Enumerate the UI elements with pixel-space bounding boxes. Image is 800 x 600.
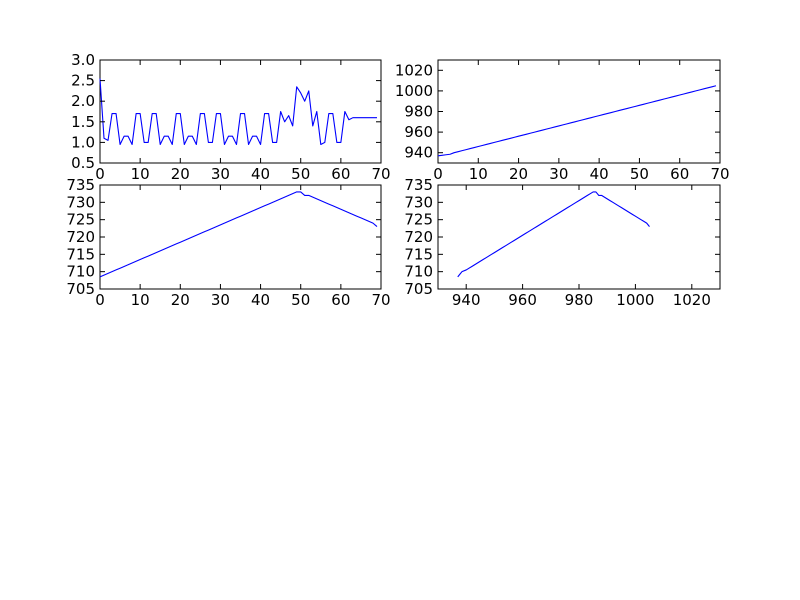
y-tick-label: 725	[66, 211, 95, 229]
y-tick-label: 710	[404, 263, 433, 281]
x-tick-label: 940	[452, 291, 481, 309]
x-tick-label: 70	[371, 291, 390, 309]
x-tick-label: 20	[509, 165, 528, 183]
y-tick-label: 715	[404, 245, 433, 263]
y-tick-label: 3.0	[71, 51, 95, 69]
x-tick-label: 50	[630, 165, 649, 183]
subplot-1: 0 10 20 30 40 50 60 70 0.5 1.0 1.5 2.0 2.5 3.0	[71, 51, 390, 183]
x-tick-label: 70	[371, 165, 390, 183]
series-line-1	[457, 191, 650, 278]
y-tick-label: 720	[66, 228, 95, 246]
x-tick-label: 20	[171, 165, 190, 183]
x-tick-label: 60	[670, 165, 689, 183]
y-tick-label: 720	[404, 228, 433, 246]
axes-frame	[99, 59, 382, 164]
y-tick-label: 0.5	[71, 154, 95, 172]
x-tick-label: 0	[95, 165, 105, 183]
x-tick-label: 40	[590, 165, 609, 183]
y-tick-label: 715	[66, 245, 95, 263]
x-tick-label: 40	[251, 165, 270, 183]
x-tick-label: 40	[251, 291, 270, 309]
y-tick-label: 2.5	[71, 72, 95, 90]
y-tick-label: 725	[404, 211, 433, 229]
y-tick-label: 2.0	[71, 92, 95, 110]
x-tick-label: 30	[549, 165, 568, 183]
y-tick-label: 730	[404, 193, 433, 211]
y-tick-label: 705	[404, 280, 433, 298]
x-tick-label: 0	[433, 165, 443, 183]
y-tick-label: 960	[404, 123, 433, 141]
x-tick-label: 50	[291, 291, 310, 309]
series-line-1	[437, 85, 717, 157]
series-line-1	[99, 78, 377, 146]
x-tick-label: 1020	[673, 291, 711, 309]
y-tick-label: 1.0	[71, 133, 95, 151]
x-tick-label: 10	[131, 165, 150, 183]
y-tick-label: 1000	[395, 82, 433, 100]
axes-frame	[437, 59, 721, 164]
x-tick-label: 980	[565, 291, 594, 309]
x-tick-label: 60	[331, 291, 350, 309]
x-tick-label: 30	[211, 291, 230, 309]
x-tick-label: 1000	[616, 291, 654, 309]
x-tick-label: 20	[171, 291, 190, 309]
y-tick-label: 735	[404, 176, 433, 194]
y-tick-label: 980	[404, 103, 433, 121]
x-tick-label: 0	[95, 291, 105, 309]
x-tick-label: 60	[331, 165, 350, 183]
x-tick-label: 10	[469, 165, 488, 183]
axes-frame	[437, 184, 721, 290]
axes-frame	[99, 184, 382, 290]
x-tick-label: 10	[131, 291, 150, 309]
y-tick-label: 735	[66, 176, 95, 194]
series-line-1	[99, 191, 378, 278]
x-tick-label: 30	[211, 165, 230, 183]
y-tick-label: 1020	[395, 61, 433, 79]
x-tick-label: 960	[508, 291, 537, 309]
y-tick-label: 705	[66, 280, 95, 298]
y-tick-label: 1.5	[71, 113, 95, 131]
x-tick-label: 70	[710, 165, 729, 183]
y-tick-label: 940	[404, 144, 433, 162]
x-tick-label: 50	[291, 165, 310, 183]
y-tick-label: 710	[66, 263, 95, 281]
y-tick-label: 730	[66, 193, 95, 211]
